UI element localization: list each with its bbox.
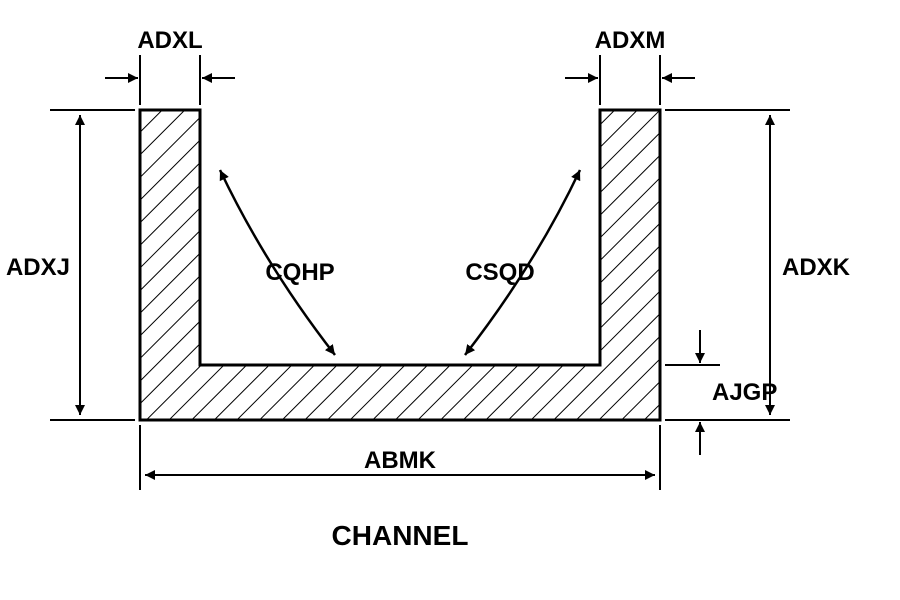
label-ajgp: AJGP [712, 379, 777, 406]
label-csqd: CSQD [465, 259, 534, 286]
label-abmk: ABMK [364, 447, 437, 474]
label-adxk: ADXK [782, 254, 851, 281]
dim-adxl: ADXL [105, 27, 235, 105]
dim-adxm: ADXM [565, 27, 695, 105]
diagram-container: ADXL ADXM ADXJ ADXK AJGP ABMK [0, 0, 900, 600]
leader-cqhp: CQHP [220, 170, 335, 355]
label-cqhp: CQHP [265, 259, 334, 286]
label-adxj: ADXJ [6, 254, 70, 281]
dim-abmk: ABMK [140, 425, 660, 490]
dim-adxj: ADXJ [6, 110, 135, 420]
channel-shape [140, 110, 660, 420]
dim-ajgp: AJGP [665, 330, 777, 455]
diagram-title: CHANNEL [332, 520, 469, 551]
leader-csqd: CSQD [465, 170, 580, 355]
dim-adxk: ADXK [665, 110, 851, 420]
label-adxl: ADXL [137, 27, 202, 54]
channel-diagram: ADXL ADXM ADXJ ADXK AJGP ABMK [0, 0, 900, 600]
label-adxm: ADXM [595, 27, 666, 54]
